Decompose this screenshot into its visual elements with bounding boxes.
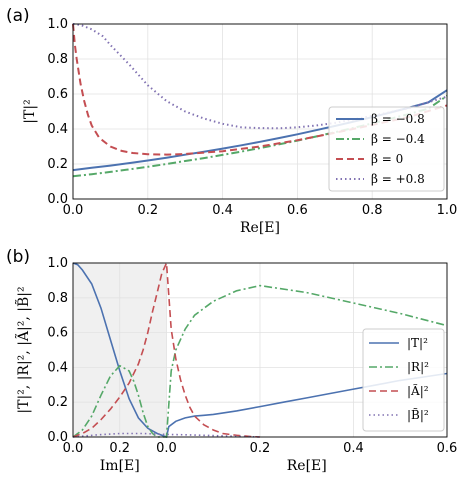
legend-label: β = +0.8 — [371, 172, 425, 186]
x-axis-label: Re[E] — [240, 220, 280, 236]
plot-frame — [72, 262, 448, 438]
x-tick-label: 0.8 — [362, 203, 383, 218]
legend-label: β = −0.4 — [371, 132, 425, 146]
x-tick-label: 0.2 — [137, 203, 158, 218]
y-tick-label: 0.6 — [47, 87, 68, 102]
y-tick-label: 0.4 — [47, 360, 68, 375]
x-tick-label: 0.2 — [250, 441, 271, 456]
panel-a: 0.00.0 0.2 0.2 0.4 0.4 0.6 0.6 0.8 0.8 1.0 1.0 β = … — [6, 6, 457, 236]
legend-box — [328, 106, 445, 192]
x-tick-label: 0.6 — [437, 441, 458, 456]
legend-label: |R|² — [407, 360, 429, 374]
x-tick-label: 1.0 — [437, 203, 458, 218]
y-tick-label: 0.2 — [47, 395, 68, 410]
y-tick-label: 1.0 — [47, 17, 68, 32]
y-tick-label: 0.6 — [47, 326, 68, 341]
x-tick-label: 0.6 — [287, 203, 308, 218]
plot-frame — [72, 23, 448, 200]
y-tick-label: 0.8 — [47, 52, 68, 67]
x-tick-label: 0.0 — [63, 441, 84, 456]
x-tick-label: 0.4 — [343, 441, 364, 456]
y-tick-label: 0.8 — [47, 291, 68, 306]
x-axis-label-left: Im[E] — [100, 458, 140, 474]
legend-label: β = 0 — [371, 152, 403, 166]
y-tick-label: 0.4 — [47, 122, 68, 137]
x-axis-label-right: Re[E] — [287, 458, 327, 474]
legend-label: β = −0.8 — [371, 112, 425, 126]
y-axis-label: |T|² — [22, 99, 38, 123]
series-line-0 — [72, 262, 448, 439]
panel-b: 0.0 0.2 0.4 0.6 0.8 1.0 0.0 0.2 0.0 0.2 0.4 0.6 |T|²… — [6, 247, 457, 474]
y-tick-label: 0.2 — [47, 157, 68, 172]
series-line-3 — [72, 23, 448, 130]
panel-label: (a) — [6, 6, 30, 26]
y-tick-label: 1.0 — [47, 256, 68, 271]
legend-label: |B̃|² — [407, 407, 429, 422]
x-tick-label: 0.0 — [156, 441, 177, 456]
y-tick-label: 0.0 — [47, 192, 68, 207]
series-line-2 — [72, 23, 448, 156]
x-tick-label: 0.0 — [63, 203, 84, 218]
legend-label: |T|² — [407, 336, 428, 350]
x-tick-label: 0.2 — [109, 441, 130, 456]
legend-box — [362, 328, 445, 432]
y-tick-label: 0.0 — [47, 430, 68, 445]
panel-label: (b) — [6, 247, 30, 267]
y-axis-label: |T|², |R|², |Ã|², |B̃|² — [14, 286, 32, 413]
legend-label: |Ã|² — [407, 383, 429, 398]
x-tick-label: 0.4 — [212, 203, 233, 218]
series-line-2 — [72, 262, 261, 438]
